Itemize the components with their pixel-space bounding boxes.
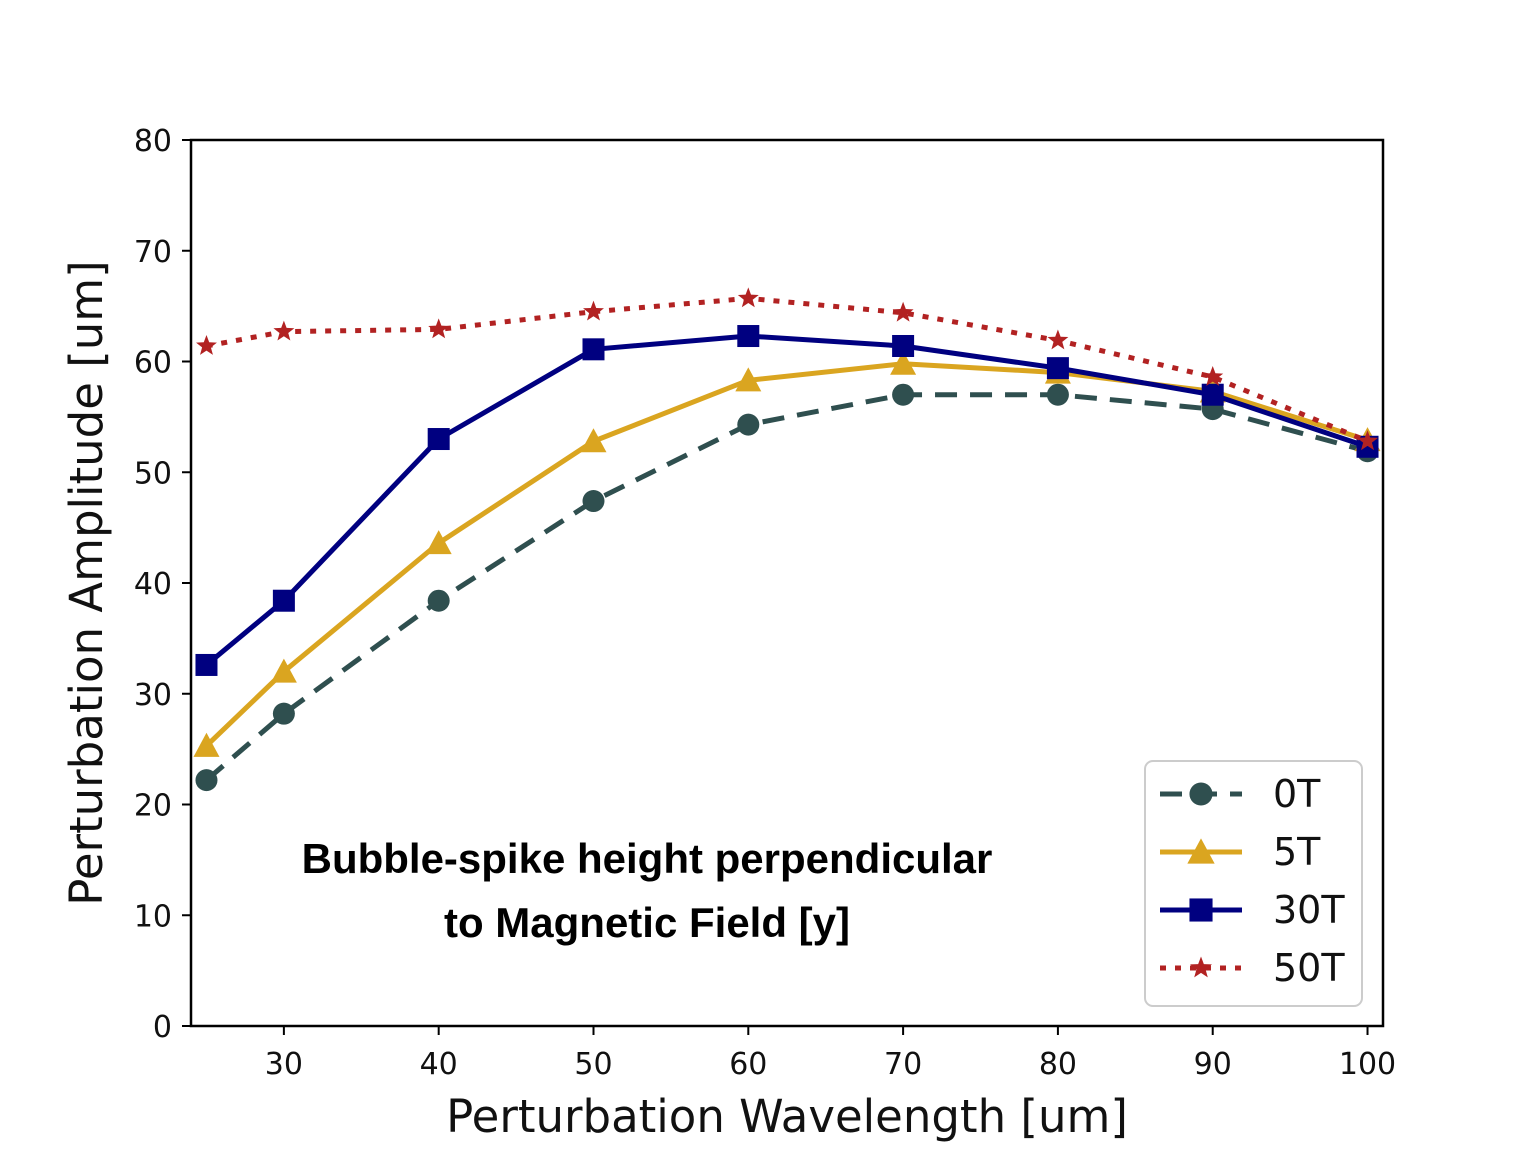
data-point-triangle [270,658,297,683]
data-point-circle [582,490,605,513]
data-point-circle [272,702,295,725]
data-point-square [1189,898,1213,922]
data-point-square [892,334,915,357]
series-line-0T [204,392,1369,783]
x-tick-label: 80 [1039,1047,1077,1082]
data-point-circle [195,769,218,792]
data-point-circle [892,383,915,406]
y-tick-label: 70 [134,235,172,270]
y-axis-label: Perturbation Amplitude [um] [60,260,113,905]
legend-label: 30T [1273,888,1345,932]
data-point-star [1357,430,1378,451]
data-point-square [272,589,295,612]
data-point-triangle [580,428,607,453]
y-tick-label: 40 [134,567,172,602]
x-tick-label: 60 [729,1047,767,1082]
y-tick-label: 30 [134,678,172,713]
data-point-star [1190,956,1212,978]
y-tick-label: 20 [134,789,172,824]
data-point-circle [1189,782,1213,806]
series-50T [196,287,1378,451]
legend-label: 0T [1273,772,1321,816]
data-point-triangle [890,350,917,375]
y-axis-ticks: 0 10 20 30 40 50 60 70 80 [134,124,191,1045]
legend: 0T 5T 30T 50T [1144,760,1363,1007]
legend-entries: 0T 5T 30T 50T [1160,772,1345,990]
x-tick-label: 30 [265,1047,303,1082]
data-point-circle [1046,383,1069,406]
data-point-star [428,318,450,339]
y-tick-label: 60 [134,346,172,381]
y-tick-label: 50 [134,456,172,491]
data-point-star [892,301,914,322]
y-tick-label: 0 [153,1010,172,1045]
x-tick-label: 100 [1339,1047,1396,1082]
series-30T [195,325,1379,676]
legend-label: 5T [1273,830,1321,874]
data-point-square [427,428,450,451]
annotation-line-2: to Magnetic Field [y] [444,899,850,946]
data-point-star [737,287,759,308]
y-tick-label: 10 [134,899,172,934]
data-point-star [1047,329,1069,350]
y-tick-label: 80 [134,124,172,159]
data-point-square [195,653,218,676]
data-point-star [273,320,295,341]
data-point-triangle [1187,838,1215,864]
x-tick-label: 70 [884,1047,922,1082]
annotation-line-1: Bubble-spike height perpendicular [302,835,993,882]
data-point-triangle [193,732,220,757]
x-tick-label: 40 [420,1047,458,1082]
x-axis-ticks: 30 40 50 60 70 80 90 100 [265,1026,1396,1082]
data-point-star [583,300,604,321]
data-point-star [1202,366,1224,386]
data-point-square [1201,383,1224,406]
data-point-circle [737,413,760,436]
x-tick-label: 90 [1194,1047,1232,1082]
x-axis-label: Perturbation Wavelength [um] [446,1090,1128,1143]
series-line-30T [204,333,1369,667]
series-line-50T [206,295,1369,444]
data-point-circle [427,589,450,612]
legend-frame [1144,760,1363,1007]
series-layer [193,287,1381,792]
series-0T [195,383,1379,792]
data-point-square [582,338,605,361]
data-point-square [1046,357,1069,380]
data-point-triangle [425,530,452,555]
data-point-triangle [735,367,762,392]
plot-area-frame [189,138,1385,1028]
x-tick-label: 50 [574,1047,612,1082]
data-point-square [737,325,760,348]
series-line-5T [204,361,1369,748]
legend-label: 50T [1273,946,1345,990]
data-point-star [196,335,217,355]
